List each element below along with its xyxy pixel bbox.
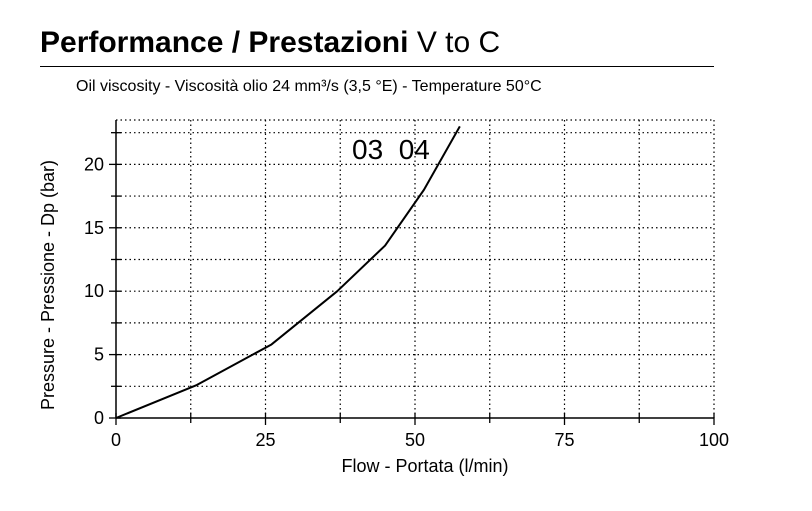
x-tick-label: 100 <box>699 430 729 450</box>
curve-annotation: 03 04 <box>352 134 430 165</box>
y-tick-label: 0 <box>94 408 104 428</box>
y-tick-label: 20 <box>84 154 104 174</box>
chart-subtitle: Oil viscosity - Viscosità olio 24 mm³/s … <box>76 78 542 95</box>
x-tick-label: 25 <box>255 430 275 450</box>
title-regular: V to C <box>416 26 501 59</box>
x-tick-label: 0 <box>111 430 121 450</box>
y-tick-label: 5 <box>94 345 104 365</box>
chart-title: Performance / Prestazioni V to C <box>40 26 500 60</box>
series-group <box>115 125 461 419</box>
series-line <box>115 125 461 419</box>
title-divider <box>40 66 714 67</box>
ticks: 0 5 10 15 20 0 25 50 75 100 <box>84 132 729 450</box>
x-axis-label: Flow - Portata (l/min) <box>341 456 508 476</box>
y-tick-label: 15 <box>84 218 104 238</box>
grid <box>116 119 715 418</box>
x-tick-label: 75 <box>554 430 574 450</box>
y-axis-label: Pressure - Pressione - Dp (bar) <box>38 160 58 410</box>
y-tick-label: 10 <box>84 281 104 301</box>
x-tick-label: 50 <box>405 430 425 450</box>
title-bold: Performance / Prestazioni <box>40 26 409 59</box>
